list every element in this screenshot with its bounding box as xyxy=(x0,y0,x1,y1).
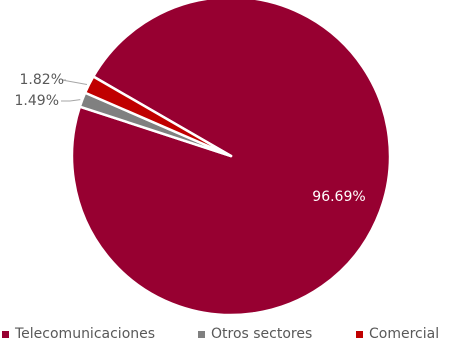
legend-item-otros-sectores: Otros sectores xyxy=(198,326,312,342)
pie-slices xyxy=(70,0,392,317)
pie-slice-telecomunicaciones xyxy=(70,0,392,317)
legend-label-comercial: Comercial xyxy=(369,326,440,342)
legend-label-otros-sectores: Otros sectores xyxy=(211,326,313,342)
leader-lines xyxy=(61,79,88,102)
legend: Telecomunicaciones Otros sectores Comerc… xyxy=(0,326,451,342)
legend-swatch-comercial xyxy=(356,330,363,338)
data-label-telecomunicaciones: 96.69% xyxy=(312,189,365,205)
legend-item-telecomunicaciones: Telecomunicaciones xyxy=(2,326,155,342)
data-label-comercial: 1.82% xyxy=(20,72,64,88)
pie-slice-comercial xyxy=(83,75,233,158)
leader-line-otros-sectores xyxy=(61,99,81,102)
data-labels: 96.69% 1.49% 1.82% xyxy=(15,72,366,205)
data-label-otros-sectores: 1.49% xyxy=(15,93,59,109)
leader-line-comercial xyxy=(61,79,88,85)
legend-item-comercial: Comercial xyxy=(356,326,439,342)
legend-swatch-telecomunicaciones xyxy=(2,330,9,338)
legend-label-telecomunicaciones: Telecomunicaciones xyxy=(15,326,156,342)
legend-swatch-otros-sectores xyxy=(198,330,205,338)
